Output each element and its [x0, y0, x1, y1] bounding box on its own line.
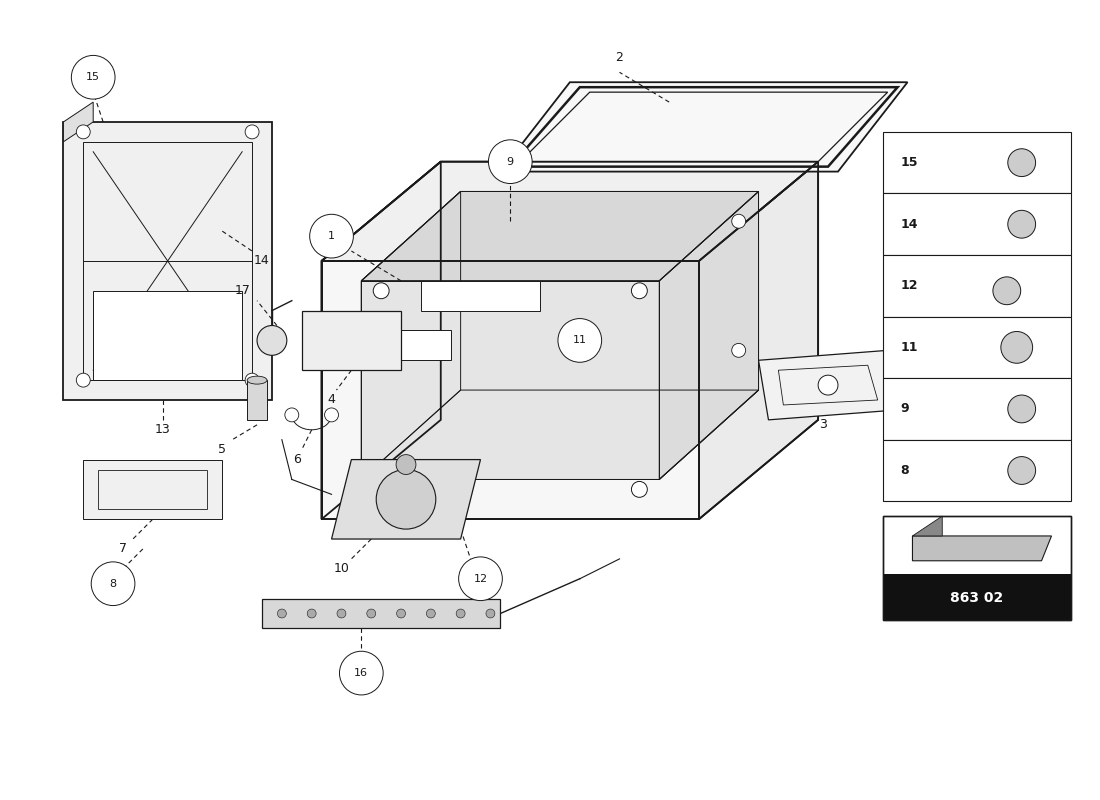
- Bar: [882, 516, 1071, 621]
- Polygon shape: [659, 191, 759, 479]
- Circle shape: [732, 214, 746, 228]
- Bar: [882, 440, 1071, 502]
- Circle shape: [245, 125, 258, 139]
- Text: 9: 9: [901, 402, 910, 415]
- Circle shape: [310, 214, 353, 258]
- Bar: [882, 516, 1071, 621]
- Circle shape: [1008, 149, 1035, 177]
- Polygon shape: [913, 536, 1052, 561]
- Text: 11: 11: [573, 335, 586, 346]
- Circle shape: [376, 470, 436, 529]
- Circle shape: [459, 557, 503, 601]
- Text: 1: 1: [328, 231, 336, 241]
- Circle shape: [558, 318, 602, 362]
- Bar: [882, 255, 1071, 317]
- Circle shape: [397, 609, 406, 618]
- Circle shape: [340, 651, 383, 695]
- Circle shape: [732, 343, 746, 358]
- Text: 12: 12: [901, 279, 918, 292]
- Circle shape: [488, 140, 532, 183]
- Polygon shape: [361, 191, 461, 479]
- Text: 9: 9: [507, 157, 514, 166]
- Circle shape: [76, 373, 90, 387]
- Polygon shape: [361, 191, 759, 281]
- Ellipse shape: [248, 376, 267, 384]
- Text: 15: 15: [901, 156, 918, 169]
- Polygon shape: [94, 290, 242, 380]
- Bar: [882, 317, 1071, 378]
- Bar: [882, 378, 1071, 440]
- Polygon shape: [321, 261, 698, 519]
- Circle shape: [257, 326, 287, 355]
- Polygon shape: [262, 598, 500, 629]
- Circle shape: [631, 283, 647, 298]
- Text: 2: 2: [616, 51, 624, 64]
- Text: 863 02: 863 02: [950, 590, 1003, 605]
- Text: a passion for parts since 1985: a passion for parts since 1985: [385, 432, 616, 467]
- Circle shape: [91, 562, 135, 606]
- Circle shape: [396, 454, 416, 474]
- Circle shape: [285, 408, 299, 422]
- Text: 5: 5: [218, 443, 227, 456]
- Text: 17: 17: [234, 284, 250, 298]
- Polygon shape: [913, 516, 943, 536]
- Polygon shape: [500, 82, 908, 171]
- Polygon shape: [321, 162, 818, 261]
- Polygon shape: [698, 162, 818, 519]
- Text: 12: 12: [473, 574, 487, 584]
- Text: 11: 11: [901, 341, 918, 354]
- Circle shape: [631, 482, 647, 498]
- Circle shape: [76, 125, 90, 139]
- Bar: [882, 194, 1071, 255]
- Circle shape: [1008, 395, 1035, 423]
- Polygon shape: [321, 162, 441, 519]
- Text: eurocarparts: eurocarparts: [417, 332, 683, 389]
- Polygon shape: [361, 281, 659, 479]
- Text: 4: 4: [328, 394, 336, 406]
- Polygon shape: [372, 330, 451, 360]
- Text: 8: 8: [901, 464, 910, 477]
- Polygon shape: [361, 390, 759, 479]
- Text: 3: 3: [820, 418, 827, 431]
- Text: 15: 15: [86, 72, 100, 82]
- Text: 13: 13: [155, 423, 170, 436]
- Polygon shape: [64, 102, 94, 142]
- Text: 14: 14: [254, 254, 270, 267]
- Text: 10: 10: [333, 562, 350, 575]
- Circle shape: [324, 408, 339, 422]
- Circle shape: [72, 55, 116, 99]
- Circle shape: [245, 373, 258, 387]
- Polygon shape: [248, 380, 267, 420]
- Circle shape: [277, 609, 286, 618]
- Polygon shape: [84, 459, 222, 519]
- Polygon shape: [421, 281, 540, 310]
- Circle shape: [373, 482, 389, 498]
- Polygon shape: [301, 310, 402, 370]
- Circle shape: [1008, 210, 1035, 238]
- Circle shape: [366, 609, 376, 618]
- Circle shape: [993, 277, 1021, 305]
- Text: 16: 16: [354, 668, 368, 678]
- Circle shape: [486, 609, 495, 618]
- Circle shape: [427, 609, 436, 618]
- Circle shape: [337, 609, 345, 618]
- Text: 8: 8: [110, 578, 117, 589]
- Circle shape: [373, 283, 389, 298]
- Text: 7: 7: [119, 542, 126, 555]
- Circle shape: [307, 609, 316, 618]
- Bar: [882, 132, 1071, 194]
- Circle shape: [1001, 331, 1033, 363]
- Circle shape: [818, 375, 838, 395]
- Bar: [882, 574, 1071, 621]
- Circle shape: [1008, 457, 1035, 485]
- Polygon shape: [331, 459, 481, 539]
- Text: 14: 14: [901, 218, 918, 230]
- Polygon shape: [759, 350, 898, 420]
- Circle shape: [456, 609, 465, 618]
- Text: 6: 6: [293, 453, 300, 466]
- Polygon shape: [64, 122, 272, 400]
